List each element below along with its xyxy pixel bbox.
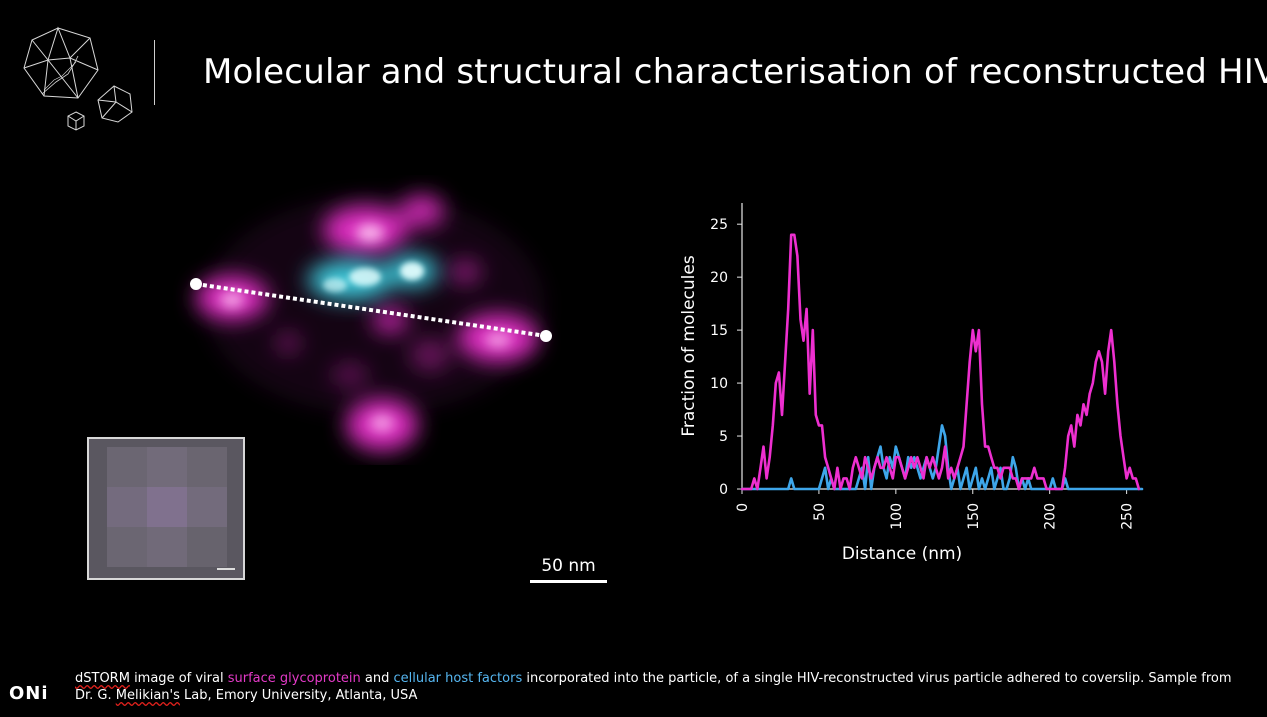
y-axis-label: Fraction of molecules bbox=[679, 255, 699, 436]
caption-text-3: incorporated into the particle, of a sin… bbox=[522, 671, 1232, 686]
caption-line2-b: Lab, Emory University, Atlanta, USA bbox=[179, 688, 418, 703]
y-tick-label: 5 bbox=[719, 429, 728, 445]
caption-surface-glycoprotein: surface glycoprotein bbox=[227, 671, 361, 686]
glycoprotein-blob bbox=[400, 195, 444, 227]
x-tick-label: 150 bbox=[966, 503, 982, 530]
line-profile-start[interactable] bbox=[190, 278, 202, 290]
x-tick-label: 50 bbox=[812, 503, 828, 521]
y-tick-label: 10 bbox=[710, 376, 728, 392]
y-tick-label: 25 bbox=[710, 217, 728, 233]
caption-host-factors: cellular host factors bbox=[393, 671, 523, 686]
glycoprotein-blob bbox=[332, 363, 368, 387]
page-title: Molecular and structural characterisatio… bbox=[203, 52, 1267, 92]
y-tick-label: 20 bbox=[710, 270, 728, 286]
x-axis-label: Distance (nm) bbox=[842, 544, 962, 564]
oni-logo: ONi bbox=[9, 683, 49, 704]
glycoprotein-blob bbox=[276, 333, 300, 353]
caption-text-1: image of viral bbox=[129, 671, 228, 686]
line-profile[interactable] bbox=[195, 282, 547, 338]
dstorm-image bbox=[190, 195, 552, 451]
caption-term: dSTORM bbox=[75, 671, 130, 686]
inset-scale-bar bbox=[217, 568, 235, 570]
caption-line2-name: Melikian's bbox=[115, 688, 180, 703]
x-tick-label: 200 bbox=[1043, 503, 1059, 530]
caption-line2-a: Dr. G. bbox=[75, 688, 116, 703]
caption-text-2: and bbox=[360, 671, 394, 686]
line-profile-end[interactable] bbox=[540, 330, 552, 342]
x-tick-label: 0 bbox=[735, 503, 751, 512]
x-tick-label: 250 bbox=[1120, 503, 1136, 530]
virus-logo-icon bbox=[23, 26, 133, 131]
series-line bbox=[740, 233, 1141, 491]
glycoprotein-blob bbox=[449, 260, 481, 284]
widefield-inset bbox=[87, 437, 245, 580]
title-divider bbox=[154, 40, 155, 105]
scale-bar-line bbox=[530, 580, 607, 583]
scale-bar-label: 50 nm bbox=[541, 556, 596, 576]
x-tick-label: 100 bbox=[889, 503, 905, 530]
y-tick-label: 15 bbox=[710, 323, 728, 339]
caption: dSTORM image of viral surface glycoprote… bbox=[75, 670, 1232, 704]
scale-bar: 50 nm bbox=[530, 556, 607, 583]
glycoprotein-blob bbox=[410, 339, 450, 371]
series-line bbox=[740, 424, 1144, 491]
y-tick-label: 0 bbox=[719, 482, 728, 498]
